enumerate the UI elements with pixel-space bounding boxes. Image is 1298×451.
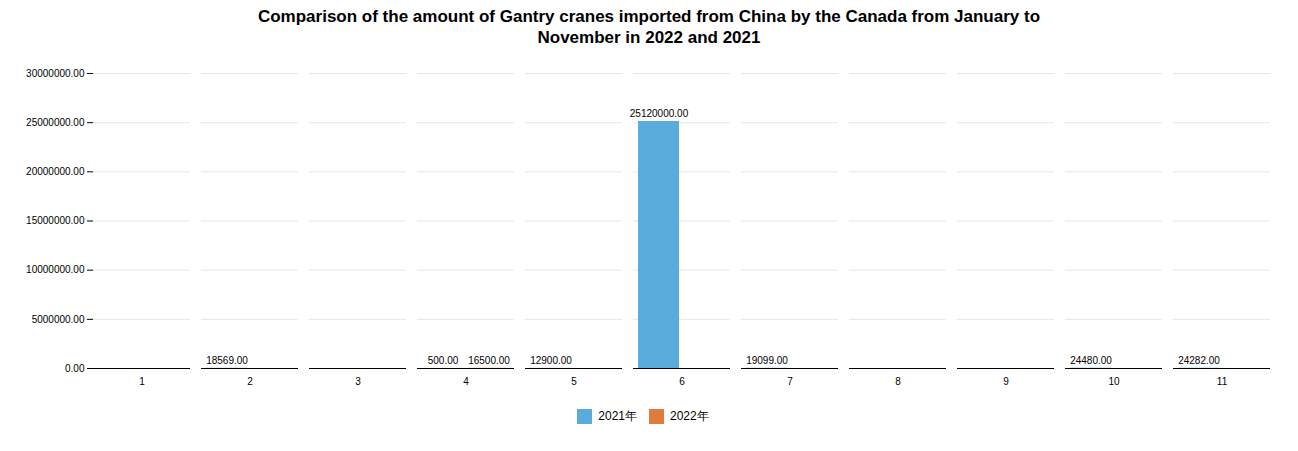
svg-text:8: 8 [895, 375, 901, 386]
svg-text:15000000.00: 15000000.00 [26, 215, 85, 226]
svg-text:25120000.00: 25120000.00 [630, 108, 689, 119]
html-text:2021年: 2021年 [598, 408, 637, 423]
svg-text:500.00: 500.00 [428, 355, 459, 366]
html-text:2022年: 2022年 [670, 408, 709, 423]
html-text:Comparison of the amount of Ga: Comparison of the amount of Gantry crane… [257, 7, 1040, 48]
svg-text:7: 7 [787, 375, 793, 386]
svg-text:30000000.00: 30000000.00 [26, 67, 85, 78]
svg-text:9: 9 [1003, 375, 1009, 386]
svg-text:18569.00: 18569.00 [206, 355, 248, 366]
svg-text:5: 5 [571, 375, 577, 386]
svg-text:20000000.00: 20000000.00 [26, 166, 85, 177]
svg-text:11: 11 [1217, 375, 1228, 386]
svg-text:10: 10 [1108, 375, 1120, 386]
svg-text:24282.00: 24282.00 [1178, 355, 1220, 366]
svg-text:1: 1 [139, 375, 145, 386]
svg-text:3: 3 [355, 375, 361, 386]
svg-text:4: 4 [463, 375, 469, 386]
svg-text:5000000.00: 5000000.00 [32, 313, 85, 324]
svg-text:25000000.00: 25000000.00 [26, 116, 85, 127]
svg-text:10000000.00: 10000000.00 [26, 264, 85, 275]
svg-text:6: 6 [679, 375, 685, 386]
svg-text:16500.00: 16500.00 [468, 355, 510, 366]
svg-text:0.00: 0.00 [65, 362, 85, 373]
svg-text:19099.00: 19099.00 [746, 355, 788, 366]
svg-text:24480.00: 24480.00 [1070, 355, 1112, 366]
svg-text:12900.00: 12900.00 [530, 355, 572, 366]
svg-text:2: 2 [247, 375, 253, 386]
